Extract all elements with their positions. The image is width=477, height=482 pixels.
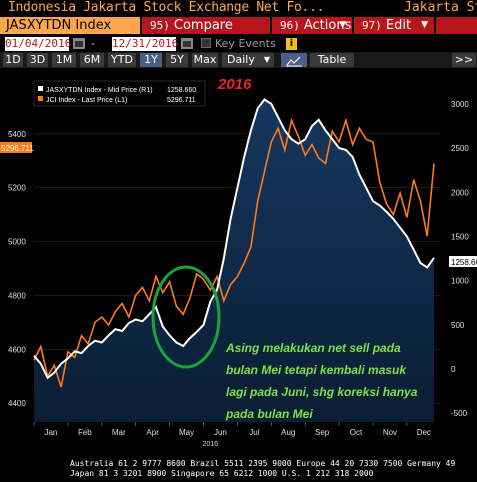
range-button-1m[interactable]: 1M <box>52 53 76 67</box>
left-last-price-tag <box>0 142 32 153</box>
footer: Australia 61 2 9777 8600 Brazil 5511 239… <box>0 457 477 482</box>
foreign-flow-line <box>33 98 435 380</box>
x-axis: Jan Feb Mar Apr May Jun Jul Aug Sep Oct Nov Dec 2016 <box>33 422 431 448</box>
foreign-flow-area <box>34 99 434 422</box>
date-separator: - <box>91 37 95 50</box>
footer-line-2: Japan 81 3 3201 8900 Singapore 65 6212 1… <box>70 469 374 478</box>
x-tick-label: May <box>179 428 194 437</box>
left-tick-label: 5400 <box>8 130 26 139</box>
right-tick-label: 1500 <box>451 232 469 241</box>
x-tick-label: Nov <box>383 428 397 437</box>
x-tick-label: Aug <box>281 428 295 437</box>
annotation-line: lagi pada Juni, shg koreksi hanya <box>226 385 418 399</box>
range-button-ytd[interactable]: YTD <box>108 53 136 67</box>
compare-button[interactable]: 95) Compare <box>142 17 270 34</box>
actions-num: 96) <box>280 19 300 32</box>
right-last-price-label: 1258.66 <box>451 258 477 267</box>
x-tick-label: Dec <box>417 428 431 437</box>
right-tick-label: 1000 <box>451 277 469 286</box>
edit-num: 97) <box>362 19 382 32</box>
calendar-icon[interactable] <box>73 38 85 49</box>
highlight-circle <box>151 265 221 369</box>
start-date-field[interactable]: 01/04/2016 <box>5 37 72 51</box>
range-button-6m[interactable]: 6M <box>80 53 104 67</box>
left-tick-label: 4600 <box>8 345 26 354</box>
ticker-field[interactable]: JASXYTDN Index <box>0 17 140 34</box>
chart-year-label: 2016 <box>217 76 252 93</box>
edit-button[interactable]: 97) Edit ▼ <box>354 17 434 34</box>
range-button-5y[interactable]: 5Y <box>166 53 188 67</box>
jci-line <box>33 117 435 388</box>
frequency-dropdown[interactable]: Daily ▼ <box>222 53 274 67</box>
right-axis: -500 0 500 1000 1500 2000 2500 3000 <box>451 100 469 418</box>
legend-swatch-jci <box>38 96 43 101</box>
chevron-down-icon: ▼ <box>421 20 428 30</box>
left-last-price-label: 5296.711 <box>1 144 34 153</box>
x-tick-label: Oct <box>350 428 363 437</box>
range-button-3d[interactable]: 3D <box>27 53 48 67</box>
line-chart-icon <box>286 56 302 67</box>
legend-value-jci: 5296.711 <box>167 97 196 104</box>
left-tick-label: 5000 <box>8 238 26 247</box>
right-tick-label: -500 <box>451 409 468 418</box>
left-axis: 4400 4600 4800 5000 5200 5400 <box>8 130 26 408</box>
annotation-line: Asing melakukan net sell pada <box>225 341 401 355</box>
end-date-field[interactable]: 12/31/2016 <box>112 37 179 51</box>
range-button-max[interactable]: Max <box>192 53 218 67</box>
checkbox-icon[interactable] <box>201 38 211 48</box>
legend-label-foreign: JASXYTDN Index - Mid Price (R1) <box>46 87 153 94</box>
price-chart: 4400 4600 4800 5000 5200 5400 -500 0 500 1000 150… <box>0 68 477 457</box>
legend-value-foreign: 1258.660 <box>167 87 196 94</box>
actions-button[interactable]: 96) Actions ▼ <box>272 17 352 34</box>
legend-box <box>33 80 206 107</box>
right-tick-label: 2500 <box>451 144 469 153</box>
x-year-label: 2016 <box>202 441 218 448</box>
x-tick-label: Mar <box>112 428 126 437</box>
legend-swatch-foreign <box>38 86 43 91</box>
right-tick-label: 2000 <box>451 188 469 197</box>
window-titlebar: Indonesia Jakarta Stock Exchange Net Fo.… <box>0 0 477 16</box>
annotation-line: bulan Mei tetapi kembali masuk <box>226 363 407 377</box>
footer-line-1: Australia 61 2 9777 8600 Brazil 5511 239… <box>70 459 456 468</box>
frequency-label: Daily <box>227 53 255 66</box>
chevron-down-icon: ▼ <box>263 55 270 64</box>
key-events-label: Key Events <box>215 37 276 50</box>
actions-label: Actions <box>303 18 352 33</box>
annotation-line: pada bulan Mei <box>225 407 313 421</box>
menu-overflow[interactable] <box>436 17 477 34</box>
key-events-toggle[interactable]: Key Events <box>201 37 276 51</box>
range-button-1y[interactable]: 1Y <box>140 53 162 67</box>
right-last-price-tag <box>449 256 477 267</box>
x-tick-label: Jul <box>249 428 259 437</box>
right-tick-label: 500 <box>451 321 465 330</box>
table-button[interactable]: Table <box>310 53 354 67</box>
line-chart-button[interactable] <box>281 53 307 67</box>
chevron-down-icon: ▼ <box>339 20 346 30</box>
x-tick-label: Apr <box>146 428 159 437</box>
compare-num: 95) <box>150 19 170 32</box>
x-tick-label: Sep <box>315 428 330 437</box>
compare-label: Compare <box>173 18 233 33</box>
annotation-text: Asing melakukan net sell pada bulan Mei t… <box>225 341 418 421</box>
x-tick-label: Feb <box>78 428 92 437</box>
expand-button[interactable]: >> <box>452 53 476 67</box>
left-tick-label: 4400 <box>8 399 26 408</box>
calendar-icon[interactable] <box>181 38 193 49</box>
window-title-right: Jakarta St <box>404 0 477 15</box>
range-button-1d[interactable]: 1D <box>3 53 23 67</box>
legend-label-jci: JCI Index - Last Price (L1) <box>46 97 127 104</box>
x-tick-label: Jun <box>214 428 227 437</box>
right-tick-label: 3000 <box>451 100 469 109</box>
right-tick-label: 0 <box>451 365 456 374</box>
left-tick-label: 4800 <box>8 291 26 300</box>
info-icon[interactable]: i <box>286 38 297 50</box>
window-title: Indonesia Jakarta Stock Exchange Net Fo.… <box>8 0 325 15</box>
left-tick-label: 5200 <box>8 184 26 193</box>
x-tick-label: Jan <box>44 428 57 437</box>
edit-label: Edit <box>385 18 412 33</box>
